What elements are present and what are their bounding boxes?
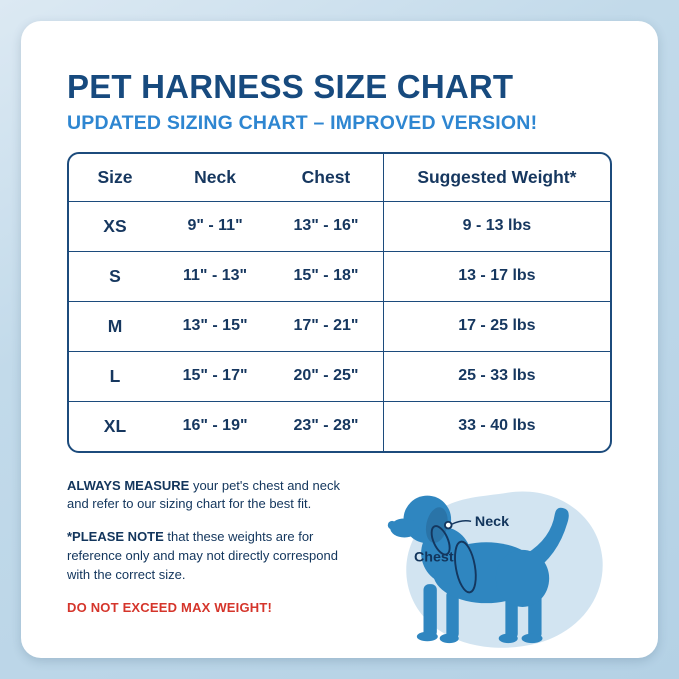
dog-nose (387, 520, 397, 530)
reference-note: *PLEASE NOTE that these weights are for … (67, 528, 362, 585)
dog-rear (495, 549, 550, 607)
measure-note-text: your pet's chest and neck and refer to o… (67, 477, 340, 512)
dog-foot (439, 633, 459, 643)
table-row: XL 16" - 19" 23" - 28" 33 - 40 lbs (69, 400, 610, 451)
neck-loop (430, 524, 451, 556)
reference-note-lead: *PLEASE NOTE (67, 529, 164, 545)
page-subtitle: UPDATED SIZING CHART – IMPROVED VERSION! (67, 111, 538, 134)
cell-chest: 20" - 25" (269, 350, 383, 401)
cell-neck: 13" - 15" (160, 300, 270, 351)
reference-note-text: that these weights are for reference onl… (67, 529, 338, 582)
cell-size: XS (69, 200, 161, 251)
cell-size: M (69, 300, 161, 351)
cell-size: S (69, 250, 161, 301)
neck-pointer-line (451, 519, 472, 525)
cell-chest: 13" - 16" (269, 200, 383, 251)
cell-neck: 11" - 13" (160, 250, 270, 301)
dog-foot (521, 633, 543, 643)
size-chart-table: Size Neck Chest Suggested Weight* XS 9" … (67, 151, 612, 453)
cell-neck: 16" - 19" (160, 400, 270, 451)
cell-size: XL (69, 400, 161, 451)
cell-size: L (69, 350, 161, 401)
cell-neck: 15" - 17" (160, 350, 270, 401)
col-header-chest: Chest (301, 166, 351, 187)
neck-label: Neck (475, 514, 509, 530)
cell-chest: 15" - 18" (269, 250, 383, 301)
notes-block: ALWAYS MEASURE your pet's chest and neck… (67, 477, 374, 632)
dog-diagram-svg: Neck Chest (387, 491, 603, 648)
cell-neck: 9" - 11" (160, 200, 270, 251)
cell-weight: 25 - 33 lbs (382, 350, 610, 401)
col-header-neck: Neck (194, 166, 236, 187)
chest-label: Chest (414, 549, 454, 565)
info-card: PET HARNESS SIZE CHART UPDATED SIZING CH… (21, 21, 658, 658)
bottom-section: ALWAYS MEASURE your pet's chest and neck… (67, 477, 612, 663)
table-row: S 11" - 13" 15" - 18" 13 - 17 lbs (69, 250, 610, 301)
col-header-size: Size (97, 166, 133, 187)
table-row: XS 9" - 11" 13" - 16" 9 - 13 lbs (69, 200, 610, 251)
dog-foot (498, 633, 518, 643)
col-header-weight: Suggested Weight* (382, 153, 610, 201)
table-row: M 13" - 15" 17" - 21" 17 - 25 lbs (69, 300, 610, 351)
dog-snout (390, 518, 419, 538)
cell-weight: 9 - 13 lbs (382, 200, 610, 251)
dog-illustration (387, 495, 569, 643)
cell-chest: 17" - 21" (269, 300, 383, 351)
neck-ring (443, 520, 453, 530)
warning-text: DO NOT EXCEED MAX WEIGHT! (67, 599, 273, 615)
chest-loop (454, 540, 477, 593)
cell-weight: 33 - 40 lbs (382, 400, 610, 451)
cell-chest: 23" - 28" (269, 400, 383, 451)
cell-weight: 17 - 25 lbs (382, 300, 610, 351)
measure-note-lead: ALWAYS MEASURE (67, 477, 190, 493)
cell-weight: 13 - 17 lbs (382, 250, 610, 301)
table-row: L 15" - 17" 20" - 25" 25 - 33 lbs (69, 350, 610, 401)
dog-diagram: Neck Chest (374, 471, 612, 663)
header-row: Size Neck Chest Suggested Weight* (69, 153, 610, 201)
measure-note: ALWAYS MEASURE your pet's chest and neck… (67, 477, 362, 515)
dog-foot (416, 631, 438, 641)
dog-front-leg (423, 583, 437, 638)
dog-front-leg (446, 589, 459, 639)
page-title: PET HARNESS SIZE CHART (67, 68, 514, 105)
